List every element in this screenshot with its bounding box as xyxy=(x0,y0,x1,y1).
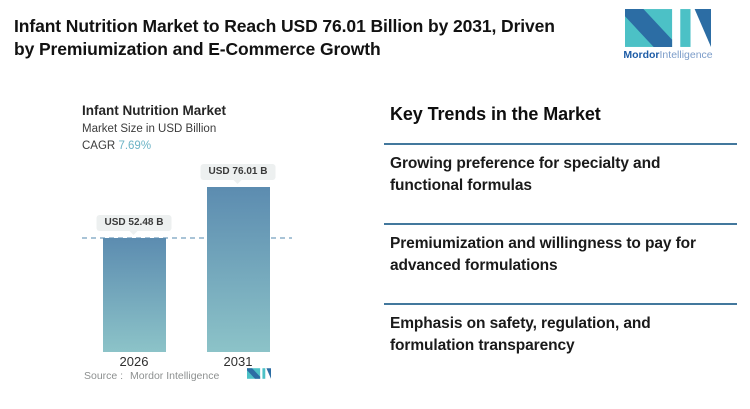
trends-heading: Key Trends in the Market xyxy=(390,104,601,124)
chart-title: Infant Nutrition Market xyxy=(82,103,226,118)
x-axis-label-2031: 2031 xyxy=(223,354,253,369)
page-title-line-1: Infant Nutrition Market to Reach USD 76.… xyxy=(14,16,555,36)
bar-value-label-2031: USD 76.01 B xyxy=(200,164,276,180)
x-axis-label-2026: 2026 xyxy=(119,354,149,369)
logo-wordmark: MordorIntelligence xyxy=(616,49,720,61)
cagr-value: 7.69% xyxy=(118,140,152,152)
cagr-label: CAGR xyxy=(82,140,116,152)
bar-value-label-2026: USD 52.48 B xyxy=(96,215,172,232)
mordor-logo-icon xyxy=(625,9,711,47)
chart-cagr: CAGR 7.69% xyxy=(82,139,367,153)
trend-item-3: Emphasis on safety, regulation, and form… xyxy=(384,303,737,383)
market-chart-panel: Infant Nutrition Market Market Size in U… xyxy=(75,103,367,393)
trend-item-2: Premiumization and willingness to pay fo… xyxy=(384,223,737,303)
logo-brand-bold: Mordor xyxy=(623,49,660,61)
bar-chart-plot: USD 52.48 B USD 76.01 B xyxy=(75,158,367,352)
trend-item-3-line-1: Emphasis on safety, regulation, and xyxy=(390,315,651,332)
trend-item-3-line-2: formulation transparency xyxy=(390,337,575,354)
bar-2026 xyxy=(103,238,166,352)
source-attribution: Source : Mordor Intelligence xyxy=(84,368,367,382)
trend-item-2-line-2: advanced formulations xyxy=(390,257,558,274)
page-title: Infant Nutrition Market to Reach USD 76.… xyxy=(14,15,555,61)
logo-brand-light: Intelligence xyxy=(659,49,713,61)
mordor-intelligence-logo: MordorIntelligence xyxy=(616,9,720,61)
source-value: Mordor Intelligence xyxy=(130,370,220,382)
bar-2031 xyxy=(207,187,270,352)
mordor-logo-small-icon xyxy=(247,368,271,379)
chart-subtitle: Market Size in USD Billion xyxy=(82,123,217,135)
trend-item-1-line-1: Growing preference for specialty and xyxy=(390,155,661,172)
trend-item-1-line-2: functional formulas xyxy=(390,177,532,194)
page-title-line-2: by Premiumization and E-Commerce Growth xyxy=(14,39,381,59)
trend-item-2-line-1: Premiumization and willingness to pay fo… xyxy=(390,235,696,252)
key-trends-panel: Key Trends in the Market Growing prefere… xyxy=(384,103,737,383)
trend-item-1: Growing preference for specialty and fun… xyxy=(384,143,737,223)
reference-dashed-line xyxy=(82,237,292,240)
source-label: Source : xyxy=(84,370,124,382)
